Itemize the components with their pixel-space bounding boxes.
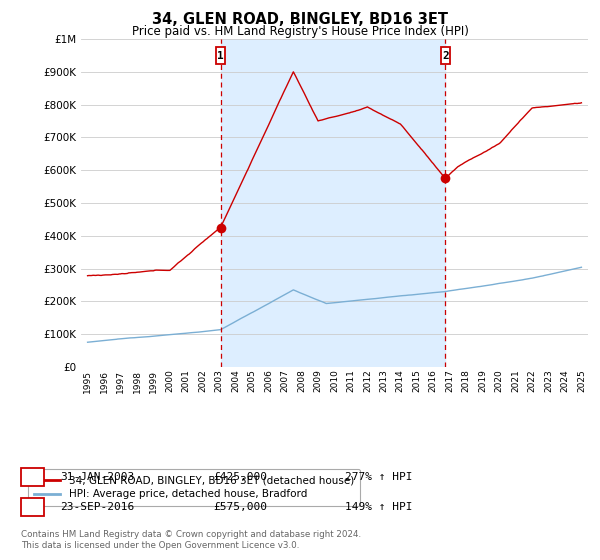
Text: 23-SEP-2016: 23-SEP-2016 bbox=[60, 502, 134, 512]
Text: Price paid vs. HM Land Registry's House Price Index (HPI): Price paid vs. HM Land Registry's House … bbox=[131, 25, 469, 38]
Text: 149% ↑ HPI: 149% ↑ HPI bbox=[345, 502, 413, 512]
Legend: 34, GLEN ROAD, BINGLEY, BD16 3ET (detached house), HPI: Average price, detached : 34, GLEN ROAD, BINGLEY, BD16 3ET (detach… bbox=[28, 469, 360, 506]
Bar bbox=[216, 47, 225, 64]
Text: 2: 2 bbox=[442, 50, 449, 60]
Text: £425,000: £425,000 bbox=[213, 472, 267, 482]
Text: Contains HM Land Registry data © Crown copyright and database right 2024.: Contains HM Land Registry data © Crown c… bbox=[21, 530, 361, 539]
Text: 34, GLEN ROAD, BINGLEY, BD16 3ET: 34, GLEN ROAD, BINGLEY, BD16 3ET bbox=[152, 12, 448, 27]
Text: 277% ↑ HPI: 277% ↑ HPI bbox=[345, 472, 413, 482]
Text: 1: 1 bbox=[217, 50, 224, 60]
Text: 1: 1 bbox=[29, 472, 36, 482]
Text: £575,000: £575,000 bbox=[213, 502, 267, 512]
Text: This data is licensed under the Open Government Licence v3.0.: This data is licensed under the Open Gov… bbox=[21, 541, 299, 550]
Bar bbox=[440, 47, 450, 64]
Bar bbox=[221, 39, 445, 367]
Text: 31-JAN-2003: 31-JAN-2003 bbox=[60, 472, 134, 482]
Text: 2: 2 bbox=[29, 502, 36, 512]
